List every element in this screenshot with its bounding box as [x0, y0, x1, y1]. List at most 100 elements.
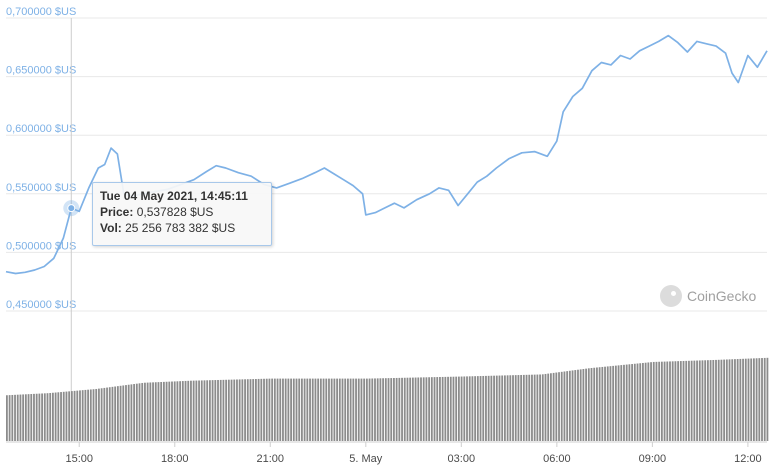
volume-bar [409, 377, 412, 441]
volume-bar [306, 378, 309, 441]
volume-bar [16, 394, 19, 441]
volume-bar [100, 388, 103, 441]
volume-bar [420, 377, 422, 441]
volume-bar [57, 392, 60, 441]
volume-bar [311, 378, 314, 441]
volume-bar [76, 390, 79, 441]
volume-bar [319, 378, 322, 441]
volume-bar [609, 366, 612, 441]
volume-bar [130, 384, 133, 441]
volume-bar [111, 386, 114, 441]
tooltip-price-label: Price: [100, 205, 134, 219]
volume-bar [623, 364, 625, 441]
volume-bar [365, 378, 368, 441]
volume-bar [322, 378, 325, 441]
volume-bar [563, 371, 566, 441]
volume-bar [482, 375, 485, 441]
volume-bar [260, 378, 263, 441]
volume-bar [379, 378, 382, 441]
volume-bar [301, 378, 303, 441]
volume-bar [639, 363, 642, 441]
volume-bar [387, 378, 390, 441]
volume-bar [49, 392, 52, 441]
volume-bar [152, 382, 154, 441]
volume-bar [433, 377, 436, 441]
volume-bar [669, 361, 671, 441]
volume-bar [160, 382, 163, 441]
volume-bar [355, 378, 357, 441]
volume-bar [568, 370, 571, 441]
volume-bar [658, 361, 661, 441]
volume-bar [625, 364, 628, 441]
volume-bar [349, 378, 352, 441]
volume-bar [203, 380, 206, 441]
volume-bar [195, 380, 198, 441]
volume-bar [636, 363, 639, 441]
volume-bar [428, 377, 431, 441]
volume-bar [254, 378, 257, 441]
brand-name: CoinGecko [687, 288, 757, 304]
volume-bar [116, 386, 119, 441]
volume-bar [214, 380, 217, 441]
volume-bar [441, 376, 444, 441]
volume-bar [509, 375, 512, 441]
volume-bar [688, 360, 690, 441]
volume-bar [455, 376, 458, 441]
volume-bar [717, 359, 720, 441]
volume-bar [276, 378, 279, 441]
volume-bar [406, 377, 409, 441]
volume-bar [674, 361, 677, 441]
volume-bar [555, 372, 558, 441]
volume-bar [89, 389, 92, 441]
volume-bar [520, 374, 523, 441]
volume-bar [382, 378, 385, 441]
volume-bar [282, 378, 284, 441]
volume-bar [27, 394, 30, 441]
volume-bar [677, 361, 680, 441]
volume-bar [522, 374, 525, 441]
volume-bar [395, 377, 398, 441]
volume-bar [725, 359, 728, 441]
volume-bar [587, 368, 590, 441]
volume-bar [198, 380, 200, 441]
volume-bar [628, 364, 631, 441]
volume-bar [168, 381, 171, 441]
volume-bar [685, 360, 688, 441]
volume-bar [763, 357, 766, 441]
x-tick-label: 18:00 [161, 453, 189, 465]
price-series-line [5, 34, 768, 275]
volume-bar [671, 361, 674, 441]
tooltip-vol-value: 25 256 783 382 $US [125, 221, 236, 235]
volume-bar [60, 392, 62, 441]
volume-bar [723, 359, 726, 441]
volume-bar [263, 378, 265, 441]
volume-bar [11, 394, 14, 441]
tooltip-price-value: 0,537828 $US [136, 205, 214, 219]
volume-bar [547, 373, 550, 441]
x-tick-label: 12:00 [734, 453, 762, 465]
volume-bar [184, 380, 187, 441]
volume-bar [363, 378, 366, 441]
volume-bar [317, 378, 320, 441]
volume-bar [360, 378, 363, 441]
volume-bar [333, 378, 336, 441]
volume-bar [65, 391, 68, 441]
x-tick-label: 06:00 [543, 453, 571, 465]
x-tick-label: 5. May [349, 453, 383, 465]
x-tick-label: 09:00 [639, 453, 667, 465]
volume-bar [701, 360, 704, 441]
volume-bar [344, 378, 347, 441]
volume-bar [693, 360, 696, 441]
volume-bar [579, 369, 582, 441]
volume-bar [70, 391, 73, 441]
volume-bar [512, 375, 514, 441]
volume-bar [162, 381, 165, 441]
volume-bar [341, 378, 344, 441]
volume-bar [265, 378, 268, 441]
hover-marker[interactable] [67, 204, 76, 213]
volume-bar [238, 379, 241, 441]
volume-bar [503, 375, 506, 441]
volume-bar [290, 378, 292, 441]
volume-bar [566, 371, 569, 441]
